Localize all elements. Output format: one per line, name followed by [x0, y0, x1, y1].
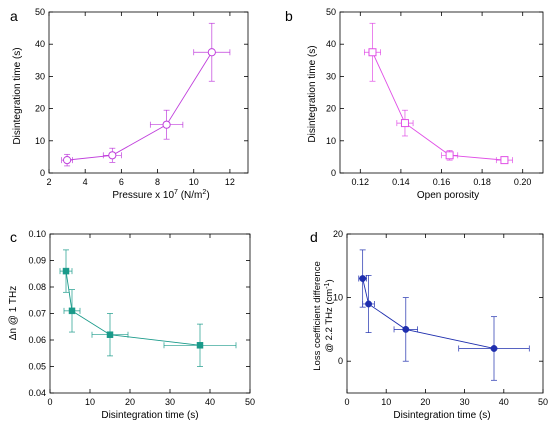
panel-b: b 0.12 0.14 0.16 0.18 0.20 0 10 20 30 40 50 Open p…	[285, 7, 544, 201]
data-point	[402, 325, 410, 333]
x-tick-label: 12	[225, 177, 235, 187]
panel-d-plot: 0 10 20 30 40 50 0 10 20	[333, 229, 548, 407]
y-tick-label: 0.04	[28, 388, 46, 398]
panel-c-xlabel: Disintegration time (s)	[101, 410, 198, 421]
y-tick-label: 40	[35, 39, 45, 49]
data-point	[365, 300, 373, 308]
data-point	[108, 151, 117, 160]
panel-d-letter: d	[310, 229, 318, 245]
y-tick-label: 0.05	[28, 362, 46, 372]
panel-b-plot: 0.12 0.14 0.16 0.18 0.20 0 10 20 30 40 50	[326, 7, 544, 187]
panel-a-letter: a	[10, 8, 18, 24]
y-tick-label: 10	[333, 293, 343, 303]
y-tick-label: 20	[326, 104, 336, 114]
y-tick-label: 0	[331, 168, 336, 178]
x-tick-label: 0.12	[352, 177, 370, 187]
panel-d-ylabel-line1: Loss coefficient difference	[312, 261, 323, 371]
y-tick-label: 10	[35, 136, 45, 146]
y-tick-label: 0.10	[28, 229, 46, 239]
data-point	[359, 275, 367, 282]
y-tick-label: 50	[326, 7, 336, 17]
series-line	[65, 271, 201, 346]
y-tick-label: 50	[35, 7, 45, 17]
y-tick-label: 10	[326, 136, 336, 146]
y-tick-label: 30	[35, 71, 45, 81]
data-point	[106, 331, 114, 338]
x-tick-label: 50	[245, 397, 255, 407]
panel-d: d 0 10 20 30 40 50 0 10 20 Disintegration time (…	[310, 229, 548, 421]
x-tick-label: 0.16	[433, 177, 451, 187]
y-tick-label: 20	[333, 229, 343, 239]
x-tick-label: 10	[189, 177, 199, 187]
x-tick-label: 30	[460, 397, 470, 407]
y-tick-label: 0.06	[28, 335, 46, 345]
panel-c-plot: 0 10 20 30 40 50 0.04 0.05 0.06 0.07 0.08 0.09 0.10	[28, 229, 255, 407]
panel-a-ylabel: Disintegration time (s)	[12, 47, 23, 144]
y-tick-label: 0	[338, 356, 343, 366]
data-point	[207, 48, 216, 57]
x-tick-label: 40	[205, 397, 215, 407]
x-tick-label: 10	[381, 397, 391, 407]
panel-c-letter: c	[10, 229, 17, 245]
panel-d-ylabel-line2: @ 2.2 THz (cm-1)	[324, 279, 335, 352]
panel-b-xlabel: Open porosity	[417, 190, 479, 201]
x-tick-label: 30	[165, 397, 175, 407]
x-tick-label: 0	[47, 397, 52, 407]
y-tick-label: 0.08	[28, 282, 46, 292]
y-tick-label: 40	[326, 39, 336, 49]
data-point	[68, 307, 76, 315]
x-tick-label: 10	[85, 397, 95, 407]
plot-frame	[339, 11, 544, 174]
y-tick-label: 0.09	[28, 256, 46, 266]
plot-frame	[346, 233, 544, 394]
panel-b-ylabel: Disintegration time (s)	[307, 45, 318, 142]
data-point	[62, 156, 72, 165]
x-tick-label: 0.14	[392, 177, 410, 187]
y-tick-label: 20	[35, 104, 45, 114]
data-point	[400, 119, 409, 128]
x-tick-label: 0.20	[514, 177, 532, 187]
x-tick-label: 6	[119, 177, 124, 187]
x-tick-label: 2	[46, 177, 51, 187]
series-line	[372, 52, 505, 161]
x-tick-label: 20	[420, 397, 430, 407]
x-tick-label: 0.18	[473, 177, 491, 187]
series-line	[67, 52, 213, 161]
panel-a-xlabel: Pressure x 107 (N/m2)	[112, 189, 209, 201]
panel-a: a 2 4 6 8 10 12 0 10 20 30 40 50 Pressure x 107 (N/…	[10, 7, 249, 201]
y-tick-label: 0	[40, 168, 45, 178]
panel-a-plot: 2 4 6 8 10 12 0 10 20 30 40 50	[35, 7, 249, 187]
x-tick-label: 50	[538, 397, 548, 407]
panel-c-ylabel: Δn @ 1 THz	[8, 286, 19, 340]
data-point	[162, 120, 171, 129]
data-point	[500, 156, 509, 165]
plot-frame	[48, 11, 249, 174]
panel-b-letter: b	[285, 8, 293, 24]
x-tick-label: 20	[125, 397, 135, 407]
data-point	[368, 48, 377, 57]
x-tick-label: 0	[344, 397, 349, 407]
series-line	[362, 278, 495, 349]
data-point	[490, 345, 498, 352]
x-tick-label: 40	[499, 397, 509, 407]
x-tick-label: 4	[83, 177, 88, 187]
data-point	[445, 151, 454, 160]
data-point	[196, 342, 204, 349]
panel-c: c 0 10 20 30 40 50 0.04 0.05 0.06 0.07 0.08 0.09 0.1…	[8, 229, 255, 421]
y-tick-label: 0.07	[28, 309, 46, 319]
x-tick-label: 8	[155, 177, 160, 187]
y-tick-label: 30	[326, 71, 336, 81]
data-point	[62, 267, 70, 275]
panel-d-xlabel: Disintegration time (s)	[393, 410, 490, 421]
